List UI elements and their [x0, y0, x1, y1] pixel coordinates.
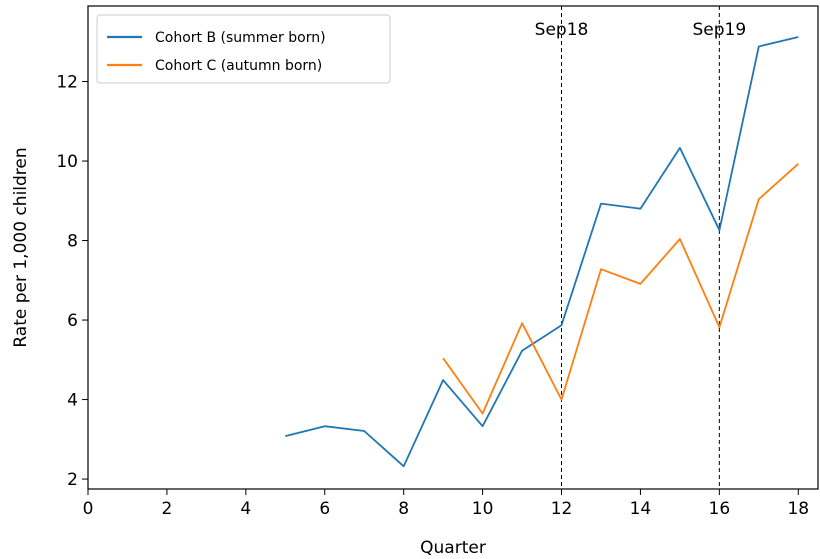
- legend-label-cohort-c: Cohort C (autumn born): [155, 58, 322, 74]
- y-tick-label: 4: [67, 391, 78, 411]
- y-tick-label: 8: [67, 232, 78, 252]
- x-tick-label: 10: [472, 499, 494, 519]
- x-tick-label: 6: [319, 499, 330, 519]
- x-tick-label: 14: [630, 499, 652, 519]
- series-line-0: [285, 36, 799, 468]
- reference-lines: Sep18 Sep19: [535, 6, 747, 489]
- y-tick-label: 12: [56, 73, 78, 93]
- plot-frame: [87, 5, 819, 490]
- reference-line-label: Sep19: [693, 20, 747, 40]
- x-axis-title: Quarter: [420, 538, 486, 558]
- x-tick-label: 18: [787, 499, 809, 519]
- series-line-1: [442, 163, 799, 415]
- y-tick-label: 10: [56, 152, 78, 172]
- x-tick-label: 2: [162, 499, 173, 519]
- x-axis-ticks: 0 2 4 6 8 10 12 14 16 18: [83, 489, 809, 519]
- x-tick-label: 16: [709, 499, 731, 519]
- reference-line-label: Sep18: [535, 20, 589, 40]
- x-tick-label: 12: [551, 499, 573, 519]
- legend-box: [96, 14, 391, 84]
- x-tick-label: 0: [83, 499, 94, 519]
- legend: Cohort B (summer born) Cohort C (autumn …: [96, 14, 391, 84]
- y-tick-label: 6: [67, 311, 78, 331]
- y-axis-ticks: 2 4 6 8 10 12: [56, 73, 88, 490]
- y-tick-label: 2: [67, 470, 78, 490]
- y-axis-title: Rate per 1,000 children: [11, 147, 31, 347]
- x-tick-label: 8: [398, 499, 409, 519]
- legend-label-cohort-b: Cohort B (summer born): [155, 30, 326, 46]
- x-tick-label: 4: [240, 499, 251, 519]
- series-lines: [285, 36, 799, 468]
